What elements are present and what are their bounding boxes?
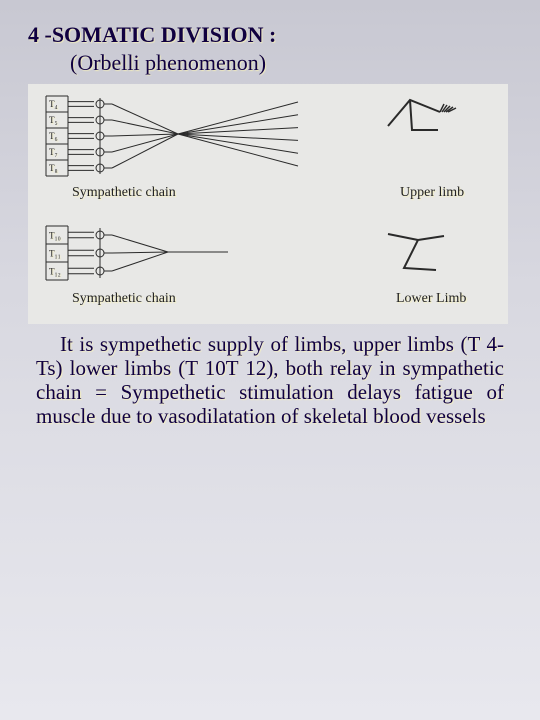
upper-chain-label: Sympathetic chain bbox=[72, 185, 176, 200]
page-subtitle: (Orbelli phenomenon) bbox=[70, 50, 512, 76]
page-title: 4 -SOMATIC DIVISION : bbox=[28, 22, 512, 48]
svg-text:T₁₂: T₁₂ bbox=[49, 267, 61, 277]
lower-limb-label: Lower Limb bbox=[396, 291, 466, 306]
anatomy-diagram: T₄ T₅ T₆ T₇ T₈ Sympathetic chain Upper limb T₁₀… bbox=[28, 84, 508, 324]
svg-text:T₈: T₈ bbox=[49, 163, 58, 173]
upper-limb-label: Upper limb bbox=[400, 185, 464, 200]
body-paragraph: It is sympethetic supply of limbs, upper… bbox=[36, 332, 504, 429]
svg-text:T₁₁: T₁₁ bbox=[49, 249, 61, 259]
svg-text:T₁₀: T₁₀ bbox=[49, 231, 61, 241]
svg-text:T₇: T₇ bbox=[49, 147, 58, 157]
lower-chain-label: Sympathetic chain bbox=[72, 291, 176, 306]
svg-text:T₅: T₅ bbox=[49, 115, 58, 125]
svg-text:T₄: T₄ bbox=[49, 99, 58, 109]
svg-text:T₆: T₆ bbox=[49, 131, 58, 141]
